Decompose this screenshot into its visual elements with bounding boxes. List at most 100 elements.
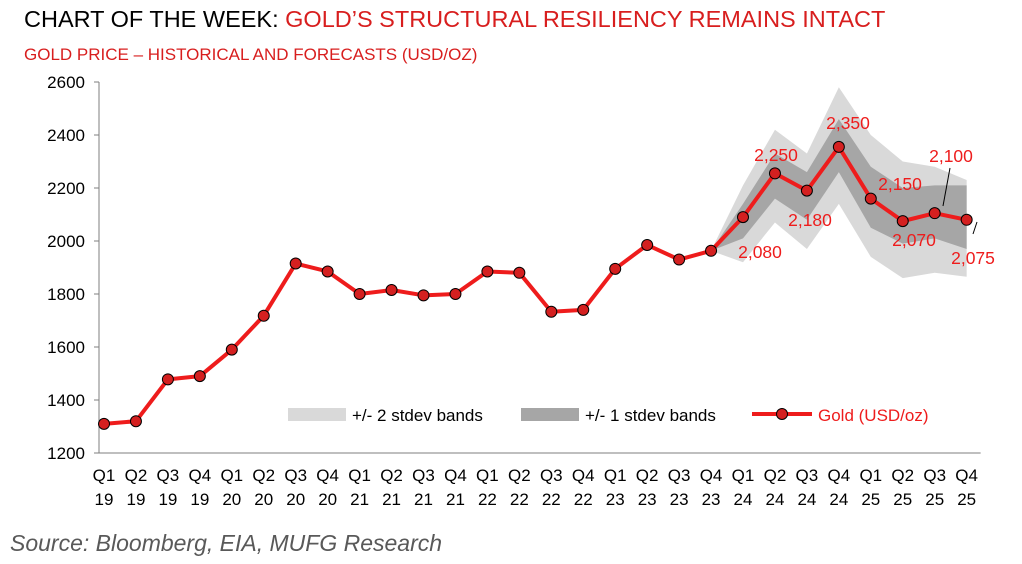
gold-price-point: [257, 309, 270, 322]
gold-price-line: [103, 144, 968, 426]
gold-price-point: [449, 288, 462, 300]
gold-price-point: [960, 213, 973, 226]
legend-swatch-gold-marker: [776, 408, 788, 420]
gold-series-layer: [98, 140, 973, 430]
x-tick-label-quarter: Q1: [476, 466, 499, 485]
gold-price-point: [513, 266, 526, 279]
x-tick-label-year: 22: [478, 490, 497, 509]
data-label: 2,180: [788, 210, 832, 230]
gold-price-point: [321, 265, 334, 278]
x-tick-label-quarter: Q2: [252, 466, 275, 485]
legend-label-gold: Gold (USD/oz): [818, 406, 929, 425]
leader-line: [972, 221, 978, 235]
x-tick-label-quarter: Q1: [348, 466, 371, 485]
leader-line: [942, 167, 951, 207]
legend-swatch-2-stdev: [288, 408, 346, 421]
gold-price-point: [193, 370, 206, 383]
data-label: 2,075: [951, 248, 995, 268]
gold-price-point: [705, 244, 718, 257]
gold-price-point: [545, 305, 558, 318]
axes-layer: 1200 1400 1600 1800 2000 2200 2400 2600 Q1 19 Q2 19…: [47, 73, 981, 509]
x-tick-label-quarter: Q3: [157, 466, 180, 485]
y-tick-label: 1400: [47, 391, 85, 410]
x-tick-label-quarter: Q4: [444, 466, 467, 485]
gold-price-point: [768, 167, 781, 180]
y-tick-label: 1200: [47, 444, 85, 463]
y-tick-label: 1600: [47, 338, 85, 357]
x-tick-label-quarter: Q1: [732, 466, 755, 485]
x-tick-label-year: 20: [254, 490, 273, 509]
y-tick-label: 2600: [47, 73, 85, 92]
gold-price-point: [641, 238, 654, 251]
chart-subtitle: GOLD PRICE – HISTORICAL AND FORECASTS (U…: [24, 45, 478, 64]
x-tick-label-year: 22: [574, 490, 593, 509]
x-tick-label-quarter: Q2: [380, 466, 403, 485]
x-tick-label-year: 25: [925, 490, 944, 509]
y-tick-label: 1800: [47, 285, 85, 304]
x-tick-label-quarter: Q1: [859, 466, 882, 485]
legend: +/- 2 stdev bands +/- 1 stdev bands Gold (…: [288, 406, 929, 425]
gold-price-point: [928, 207, 941, 220]
title-prefix: CHART OF THE WEEK:: [24, 6, 279, 32]
gold-price-point: [864, 192, 877, 205]
source-note: Source: Bloomberg, EIA, MUFG Research: [10, 530, 443, 556]
x-tick-label-year: 19: [190, 490, 209, 509]
x-tick-label-year: 24: [829, 490, 848, 509]
gold-price-point: [577, 303, 590, 316]
x-tick-label-quarter: Q4: [955, 466, 978, 485]
x-tick-label-quarter: Q2: [636, 466, 659, 485]
x-tick-label-quarter: Q3: [668, 466, 691, 485]
x-tick-label-quarter: Q1: [93, 466, 116, 485]
x-tick-label-year: 23: [670, 490, 689, 509]
x-tick-label-quarter: Q1: [220, 466, 243, 485]
data-label: 2,070: [892, 230, 936, 250]
data-labels-layer: 2,080 2,250 2,180 2,350 2,150 2,070 2,100 2,075: [738, 113, 995, 268]
x-tick-label-quarter: Q4: [700, 466, 723, 485]
x-tick-label-year: 19: [126, 490, 145, 509]
x-tick-label-quarter: Q3: [923, 466, 946, 485]
legend-swatch-1-stdev: [521, 408, 579, 421]
gold-price-point: [417, 289, 430, 302]
data-label: 2,150: [878, 174, 922, 194]
title-highlight: GOLD’S STRUCTURAL RESILIENCY REMAINS INT…: [285, 6, 886, 32]
x-tick-label-quarter: Q2: [891, 466, 914, 485]
x-tick-label-quarter: Q4: [189, 466, 212, 485]
y-tick-label: 2200: [47, 179, 85, 198]
x-tick-label-quarter: Q2: [508, 466, 531, 485]
data-label: 2,080: [738, 242, 782, 262]
x-tick-label-year: 20: [286, 490, 305, 509]
x-tick-label-year: 25: [957, 490, 976, 509]
x-tick-label-year: 25: [893, 490, 912, 509]
y-tick-label: 2000: [47, 232, 85, 251]
data-label: 2,250: [754, 145, 798, 165]
x-tick-label-quarter: Q3: [540, 466, 563, 485]
x-tick-label-year: 21: [446, 490, 465, 509]
x-tick-label-year: 19: [158, 490, 177, 509]
x-tick-label-year: 21: [414, 490, 433, 509]
x-tick-label-year: 24: [734, 490, 753, 509]
gold-price-point: [161, 373, 174, 386]
x-tick-label-year: 22: [542, 490, 561, 509]
gold-price-point: [832, 140, 845, 153]
gold-price-point: [673, 253, 686, 266]
x-tick-label-quarter: Q2: [125, 466, 148, 485]
gold-price-point: [481, 265, 494, 278]
x-tick-label-quarter: Q4: [316, 466, 339, 485]
gold-price-point: [225, 343, 238, 356]
gold-price-point: [800, 184, 813, 197]
gold-price-point: [609, 262, 622, 275]
x-tick-label-quarter: Q1: [604, 466, 627, 485]
x-tick-label-year: 21: [382, 490, 401, 509]
gold-price-point: [129, 415, 142, 428]
x-tick-label-quarter: Q3: [412, 466, 435, 485]
x-tick-label-quarter: Q3: [796, 466, 819, 485]
gold-price-point: [98, 417, 110, 430]
x-tick-label-year: 21: [350, 490, 369, 509]
x-tick-label-year: 23: [638, 490, 657, 509]
x-tick-label-year: 23: [702, 490, 721, 509]
x-tick-label-quarter: Q2: [764, 466, 787, 485]
x-tick-label-year: 22: [510, 490, 529, 509]
data-label: 2,350: [826, 113, 870, 133]
x-tick-label-year: 25: [861, 490, 880, 509]
x-tick-label-year: 24: [797, 490, 816, 509]
